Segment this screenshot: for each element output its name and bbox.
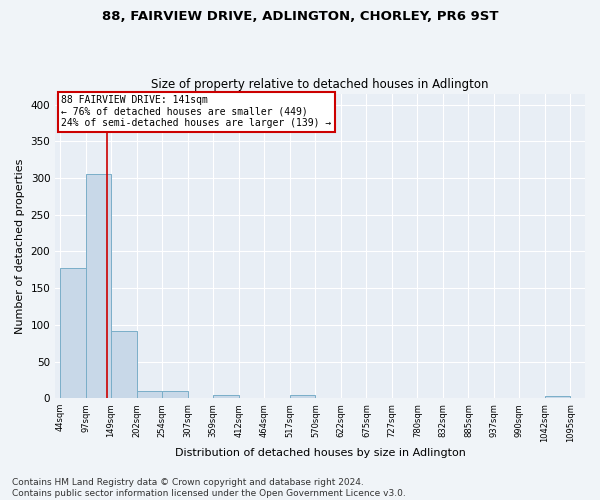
Bar	[545, 396, 571, 398]
X-axis label: Distribution of detached houses by size in Adlington: Distribution of detached houses by size …	[175, 448, 466, 458]
Title: Size of property relative to detached houses in Adlington: Size of property relative to detached ho…	[151, 78, 489, 91]
Bar	[137, 391, 162, 398]
Text: 88, FAIRVIEW DRIVE, ADLINGTON, CHORLEY, PR6 9ST: 88, FAIRVIEW DRIVE, ADLINGTON, CHORLEY, …	[102, 10, 498, 23]
Text: 88 FAIRVIEW DRIVE: 141sqm
← 76% of detached houses are smaller (449)
24% of semi: 88 FAIRVIEW DRIVE: 141sqm ← 76% of detac…	[61, 95, 331, 128]
Bar	[60, 268, 86, 398]
Bar	[213, 396, 239, 398]
Y-axis label: Number of detached properties: Number of detached properties	[15, 158, 25, 334]
Bar	[111, 332, 137, 398]
Text: Contains HM Land Registry data © Crown copyright and database right 2024.
Contai: Contains HM Land Registry data © Crown c…	[12, 478, 406, 498]
Bar	[162, 391, 188, 398]
Bar	[290, 394, 316, 398]
Bar	[86, 174, 111, 398]
